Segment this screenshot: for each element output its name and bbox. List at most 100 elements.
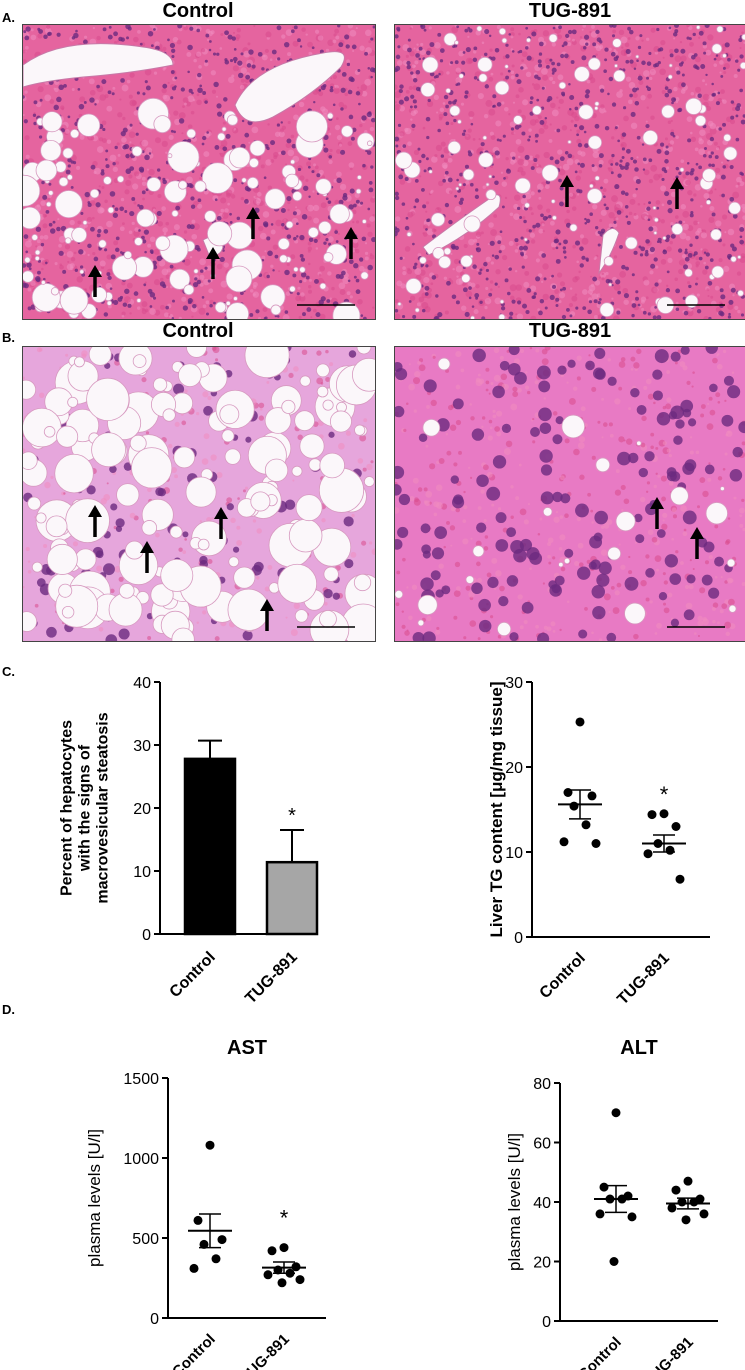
- nucleus: [101, 79, 107, 85]
- tissue-grain: [96, 146, 104, 153]
- tissue-grain: [416, 43, 419, 46]
- tissue-grain: [645, 296, 649, 300]
- nucleus: [561, 93, 566, 97]
- tissue-grain: [517, 594, 523, 600]
- nucleus: [683, 310, 689, 316]
- nucleus: [703, 251, 707, 254]
- tissue-grain: [686, 25, 690, 28]
- nucleus: [156, 210, 162, 216]
- nucleus: [202, 91, 207, 95]
- tissue-grain: [147, 487, 152, 493]
- tissue-grain: [256, 528, 262, 534]
- nucleus: [182, 305, 188, 311]
- tissue-grain: [352, 49, 355, 53]
- tissue-grain: [141, 301, 148, 308]
- tissue-grain: [641, 39, 644, 42]
- tissue-grain: [453, 590, 461, 598]
- tissue-grain: [235, 34, 241, 40]
- nucleus: [674, 25, 680, 28]
- nucleus: [348, 114, 354, 120]
- nucleus: [409, 105, 413, 109]
- tissue-grain: [668, 454, 673, 458]
- nucleus: [511, 50, 515, 53]
- tissue-grain: [183, 258, 191, 266]
- lipid-vacuole: [155, 235, 171, 251]
- nucleus: [358, 102, 361, 106]
- lipid-vacuole: [23, 451, 38, 470]
- lipid-vacuole: [248, 157, 259, 168]
- tissue-grain: [347, 141, 353, 146]
- nucleus: [538, 407, 552, 422]
- nucleus: [538, 310, 543, 316]
- tissue-grain: [664, 137, 668, 141]
- nucleus: [675, 288, 681, 294]
- nucleus: [479, 300, 483, 304]
- lipid-vacuole: [361, 219, 367, 224]
- nucleus: [296, 235, 299, 238]
- nucleus: [451, 245, 456, 250]
- nucleus: [216, 111, 223, 117]
- nucleus: [633, 67, 637, 71]
- nucleus: [420, 25, 426, 30]
- nucleus: [405, 216, 409, 220]
- tissue-grain: [123, 296, 131, 303]
- tissue-grain: [603, 178, 609, 184]
- tissue-grain: [316, 350, 322, 356]
- nucleus: [715, 54, 719, 57]
- nucleus: [229, 58, 234, 63]
- tissue-grain: [558, 106, 561, 109]
- nucleus: [398, 99, 404, 105]
- tissue-grain: [349, 295, 353, 299]
- tissue-grain: [178, 316, 182, 319]
- nucleus: [192, 303, 197, 309]
- tissue-grain: [163, 232, 167, 236]
- tissue-grain: [514, 194, 521, 201]
- tissue-grain: [99, 94, 107, 101]
- nucleus: [366, 150, 372, 155]
- tissue-grain: [226, 497, 233, 504]
- nucleus: [536, 365, 551, 380]
- nucleus: [683, 264, 689, 270]
- lipid-vacuole: [69, 129, 80, 139]
- lipid-vacuole: [472, 545, 485, 558]
- nucleus: [647, 218, 651, 222]
- tissue-grain: [112, 166, 118, 173]
- tissue-grain: [42, 213, 47, 218]
- tissue-grain: [285, 142, 292, 149]
- nucleus: [102, 27, 107, 32]
- tissue-grain: [182, 105, 185, 108]
- nucleus: [422, 204, 427, 209]
- tissue-grain: [287, 208, 290, 212]
- nucleus: [395, 195, 400, 201]
- nucleus: [402, 315, 406, 319]
- tissue-grain: [166, 285, 169, 289]
- tissue-grain: [403, 428, 407, 433]
- nucleus: [519, 49, 523, 54]
- tissue-grain: [450, 544, 453, 547]
- nucleus: [97, 228, 102, 234]
- nucleus: [534, 133, 539, 138]
- nucleus: [244, 199, 249, 204]
- tissue-grain: [618, 436, 625, 443]
- nucleus: [144, 154, 150, 161]
- nucleus: [397, 123, 402, 127]
- nucleus: [561, 314, 567, 319]
- nucleus: [361, 115, 367, 121]
- nucleus: [204, 266, 208, 270]
- tissue-grain: [133, 230, 140, 237]
- lipid-vacuole: [329, 203, 350, 225]
- nucleus: [665, 288, 671, 293]
- tissue-grain: [619, 271, 627, 278]
- tissue-grain: [310, 316, 313, 319]
- tissue-grain: [232, 65, 239, 72]
- nucleus: [63, 84, 67, 88]
- tissue-grain: [480, 489, 485, 494]
- nucleus: [593, 367, 605, 380]
- tissue-grain: [552, 411, 558, 416]
- lipid-vacuole: [405, 278, 422, 295]
- tissue-grain: [501, 181, 508, 187]
- nucleus: [207, 279, 211, 283]
- tissue-grain: [285, 616, 288, 619]
- tissue-grain: [505, 156, 509, 161]
- nucleus: [422, 631, 436, 641]
